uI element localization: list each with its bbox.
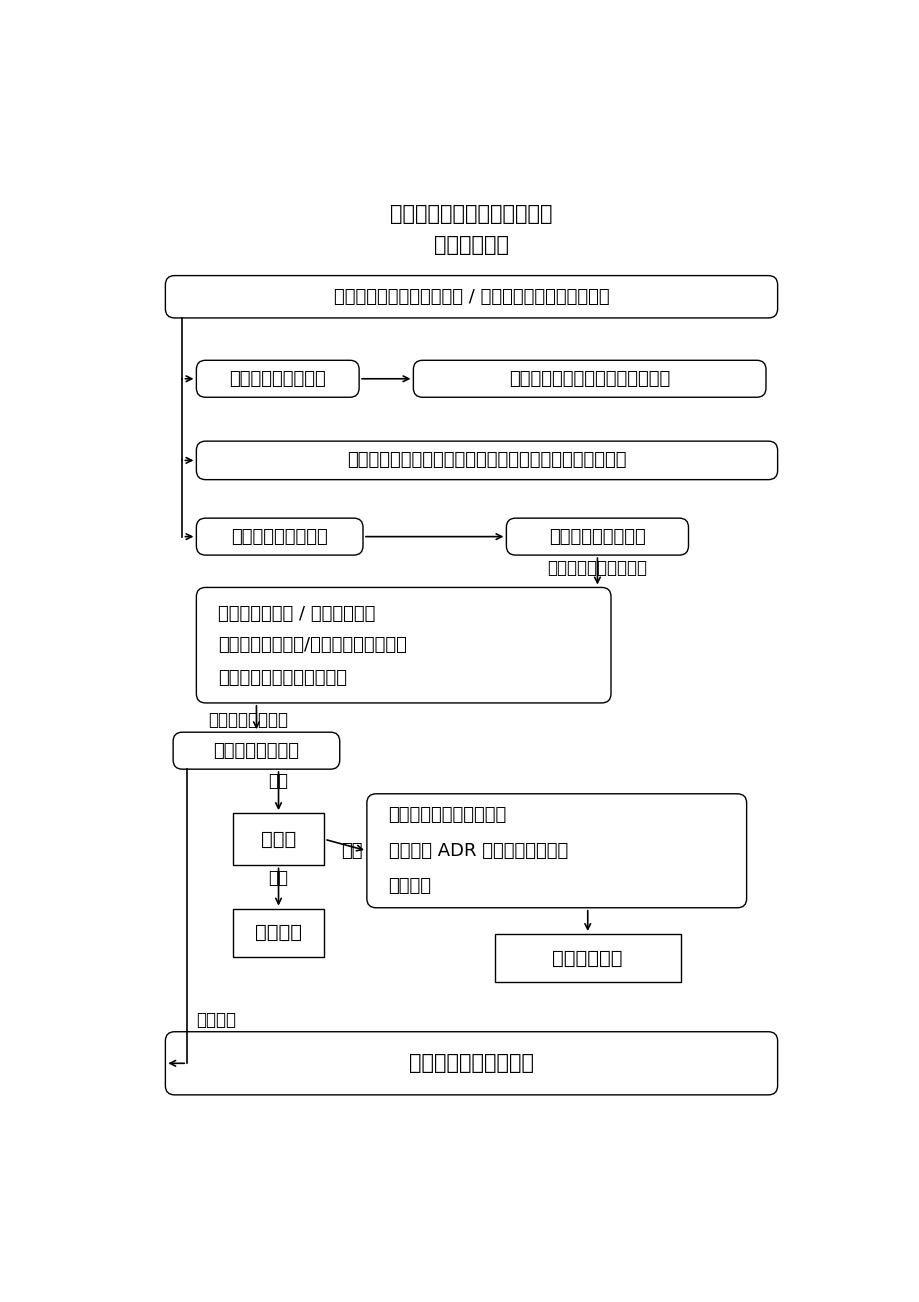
Text: 《已使用药品情况》调查表: 《已使用药品情况》调查表 bbox=[218, 669, 346, 687]
Text: 临床科室保存相关药品、物品留样，同时报医务科投诉中心: 临床科室保存相关药品、物品留样，同时报医务科投诉中心 bbox=[346, 452, 626, 470]
Bar bbox=[233, 909, 323, 957]
FancyBboxPatch shape bbox=[196, 441, 777, 479]
Text: 药剂科临床药学室: 药剂科临床药学室 bbox=[213, 742, 299, 759]
Text: 临床药师: 临床药师 bbox=[388, 878, 431, 896]
Text: 报表（电子版）报: 报表（电子版）报 bbox=[208, 711, 288, 729]
Text: 质控药师协助临床填写: 质控药师协助临床填写 bbox=[547, 559, 647, 577]
FancyBboxPatch shape bbox=[196, 518, 363, 555]
Text: 区食品药品监督管理局: 区食品药品监督管理局 bbox=[409, 1053, 533, 1073]
Text: 上报: 上报 bbox=[268, 772, 289, 790]
FancyBboxPatch shape bbox=[165, 1031, 777, 1095]
Text: 《省药品不良反应/事件现场核查记录》: 《省药品不良反应/事件现场核查记录》 bbox=[218, 637, 406, 654]
Text: 严重药品不良反应及药害事件: 严重药品不良反应及药害事件 bbox=[390, 204, 552, 224]
FancyBboxPatch shape bbox=[196, 587, 610, 703]
Text: 通知药剂科质控药师: 通知药剂科质控药师 bbox=[549, 527, 645, 546]
Bar bbox=[233, 812, 323, 866]
Text: 网络上报: 网络上报 bbox=[196, 1012, 236, 1029]
FancyBboxPatch shape bbox=[165, 276, 777, 318]
Text: 调查分析评价: 调查分析评价 bbox=[552, 949, 622, 967]
Text: 临床、医技科室相关专家: 临床、医技科室相关专家 bbox=[388, 806, 506, 824]
FancyBboxPatch shape bbox=[413, 361, 766, 397]
FancyBboxPatch shape bbox=[505, 518, 687, 555]
Text: 积极组织临床救治，做好医疗记录: 积极组织临床救治，做好医疗记录 bbox=[508, 370, 670, 388]
Bar bbox=[494, 934, 680, 983]
Text: 立即报告科室负责人: 立即报告科室负责人 bbox=[229, 370, 325, 388]
FancyBboxPatch shape bbox=[367, 794, 746, 907]
Text: 发生严重 ADR 的科室的相关人员: 发生严重 ADR 的科室的相关人员 bbox=[388, 842, 567, 859]
FancyBboxPatch shape bbox=[196, 361, 358, 397]
Text: 《药品不良反应 / 事件》报告表: 《药品不良反应 / 事件》报告表 bbox=[218, 605, 375, 624]
Text: 通知药剂科质控组长: 通知药剂科质控组长 bbox=[231, 527, 328, 546]
FancyBboxPatch shape bbox=[173, 732, 339, 769]
Text: 医务科: 医务科 bbox=[261, 829, 296, 849]
Text: 组织: 组织 bbox=[341, 842, 363, 859]
Text: 报告处置流程: 报告处置流程 bbox=[434, 234, 508, 255]
Text: 区卫健局: 区卫健局 bbox=[255, 923, 301, 943]
Text: 发现药品严重可疑不良反应 / 事件或药害事件的医护人员: 发现药品严重可疑不良反应 / 事件或药害事件的医护人员 bbox=[334, 288, 608, 306]
Text: 上报: 上报 bbox=[268, 868, 289, 887]
